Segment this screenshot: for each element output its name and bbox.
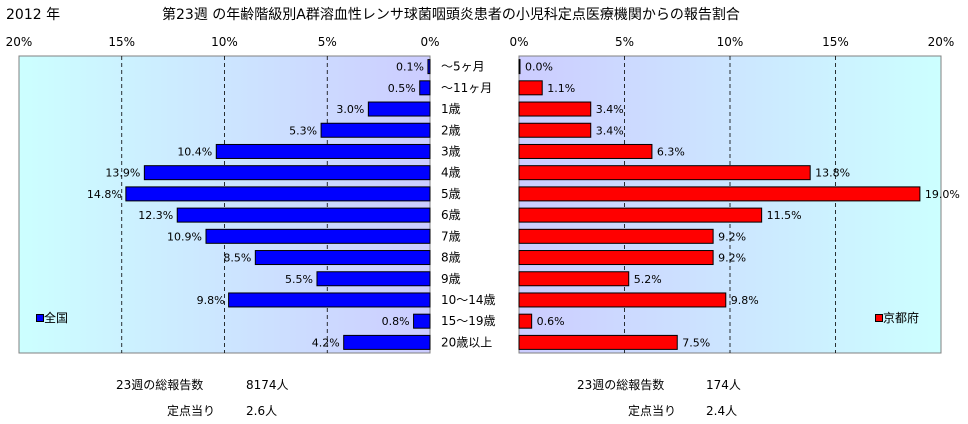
kyoto-data-label: 6.3% — [657, 145, 685, 158]
chart-title: 第23週 の年齢階級別A群溶血性レンサ球菌咽頭炎患者の小児科定点医療機関からの報… — [162, 7, 740, 23]
category-label: ～11ヶ月 — [441, 81, 492, 95]
kyoto-data-label: 19.0% — [925, 188, 960, 201]
national-bar — [215, 143, 431, 159]
national-bar — [413, 313, 431, 329]
national-per-value: 2.6人 — [246, 404, 278, 418]
kyoto-data-label: 5.2% — [634, 273, 662, 286]
national-bar — [125, 186, 431, 202]
kyoto-bar — [518, 186, 921, 202]
kyoto-bar — [518, 228, 714, 244]
category-label: 7歳 — [441, 229, 461, 243]
legend-kyoto-swatch — [875, 314, 883, 322]
category-label: 10～14歳 — [441, 293, 496, 307]
national-data-label: 14.8% — [87, 188, 122, 201]
national-tick-label: 0% — [420, 35, 439, 49]
kyoto-bar — [518, 80, 543, 96]
kyoto-bar — [518, 334, 678, 350]
kyoto-tick-label: 0% — [509, 35, 528, 49]
national-tick-label: 20% — [6, 35, 33, 49]
national-tick-label: 10% — [211, 35, 238, 49]
kyoto-total-value: 174人 — [706, 378, 741, 392]
national-data-label: 10.9% — [167, 230, 202, 243]
kyoto-bar — [518, 143, 653, 159]
national-data-label: 0.5% — [388, 82, 416, 95]
category-label: 6歳 — [441, 208, 461, 222]
kyoto-data-label: 1.1% — [547, 82, 575, 95]
national-data-label: 0.8% — [382, 315, 410, 328]
kyoto-tick-label: 20% — [928, 35, 955, 49]
national-data-label: 12.3% — [138, 209, 173, 222]
kyoto-data-label: 3.4% — [596, 103, 624, 116]
kyoto-data-label: 11.5% — [767, 209, 802, 222]
chart-year: 2012 年 — [6, 7, 61, 23]
kyoto-bar — [518, 207, 763, 223]
kyoto-tick-label: 5% — [615, 35, 634, 49]
national-data-label: 13.9% — [105, 167, 140, 180]
kyoto-data-label: 0.0% — [525, 61, 553, 74]
national-bar — [143, 165, 431, 181]
kyoto-total-label: 23週の総報告数 — [577, 378, 665, 392]
kyoto-bar — [518, 165, 811, 181]
category-label: 4歳 — [441, 166, 461, 180]
category-label: 9歳 — [441, 272, 461, 286]
national-bar — [320, 122, 431, 138]
kyoto-tick-label: 15% — [822, 35, 849, 49]
national-bar — [316, 271, 431, 287]
national-bar — [254, 250, 431, 266]
national-data-label: 5.3% — [289, 124, 317, 137]
category-label: 3歳 — [441, 144, 461, 158]
national-bar — [228, 292, 431, 308]
kyoto-per-value: 2.4人 — [706, 404, 738, 418]
national-bar — [176, 207, 431, 223]
national-tick-label: 15% — [108, 35, 135, 49]
national-data-label: 4.2% — [312, 336, 340, 349]
national-bar — [205, 228, 431, 244]
national-total-value: 8174人 — [246, 378, 289, 392]
category-label: 2歳 — [441, 123, 461, 137]
national-bar — [367, 101, 431, 117]
legend-national-swatch — [36, 314, 44, 322]
national-panel: 20% 15% 10% 5% 0% 0.1% 0.5% 3.0% 5.3% 10.4% 13.9% 1… — [6, 35, 440, 354]
national-data-label: 9.8% — [197, 294, 225, 307]
national-per-label: 定点当り — [167, 404, 216, 418]
category-label: 20歳以上 — [441, 335, 492, 349]
national-bar — [343, 334, 431, 350]
national-data-label: 8.5% — [223, 252, 251, 265]
kyoto-data-label: 9.2% — [718, 252, 746, 265]
kyoto-bar — [518, 250, 714, 266]
national-bar — [419, 80, 431, 96]
category-label: 1歳 — [441, 102, 461, 116]
kyoto-bar — [518, 313, 533, 329]
kyoto-data-label: 0.6% — [537, 315, 565, 328]
kyoto-bar — [518, 292, 727, 308]
kyoto-tick-label: 10% — [717, 35, 744, 49]
kyoto-data-label: 9.8% — [731, 294, 759, 307]
kyoto-per-label: 定点当り — [628, 404, 677, 418]
category-label: ～5ヶ月 — [441, 60, 485, 74]
category-label: 5歳 — [441, 187, 461, 201]
kyoto-data-label: 9.2% — [718, 230, 746, 243]
kyoto-bar — [518, 271, 630, 287]
legend-kyoto-label: 京都府 — [883, 311, 920, 325]
national-tick-label: 5% — [318, 35, 337, 49]
national-total-label: 23週の総報告数 — [116, 378, 204, 392]
category-labels: ～5ヶ月 ～11ヶ月 1歳 2歳 3歳 4歳 5歳 6歳 7歳 8歳 9歳 10～14歳 15～19歳 2… — [441, 60, 496, 350]
category-label: 8歳 — [441, 251, 461, 265]
kyoto-panel: 0% 5% 10% 15% 20% 0.0% 1.1% 3.4% 3.4% 6.3% 13.8% 19… — [509, 35, 960, 354]
kyoto-data-label: 7.5% — [682, 336, 710, 349]
national-data-label: 3.0% — [336, 103, 364, 116]
national-data-label: 5.5% — [285, 273, 313, 286]
national-bar — [427, 59, 431, 75]
kyoto-bar — [518, 101, 592, 117]
kyoto-data-label: 3.4% — [596, 124, 624, 137]
legend-national-label: 全国 — [44, 311, 69, 325]
national-data-label: 0.1% — [396, 61, 424, 74]
category-label: 15～19歳 — [441, 314, 496, 328]
kyoto-data-label: 13.8% — [815, 167, 850, 180]
national-data-label: 10.4% — [177, 145, 212, 158]
kyoto-bar — [518, 59, 521, 75]
kyoto-bar — [518, 122, 592, 138]
